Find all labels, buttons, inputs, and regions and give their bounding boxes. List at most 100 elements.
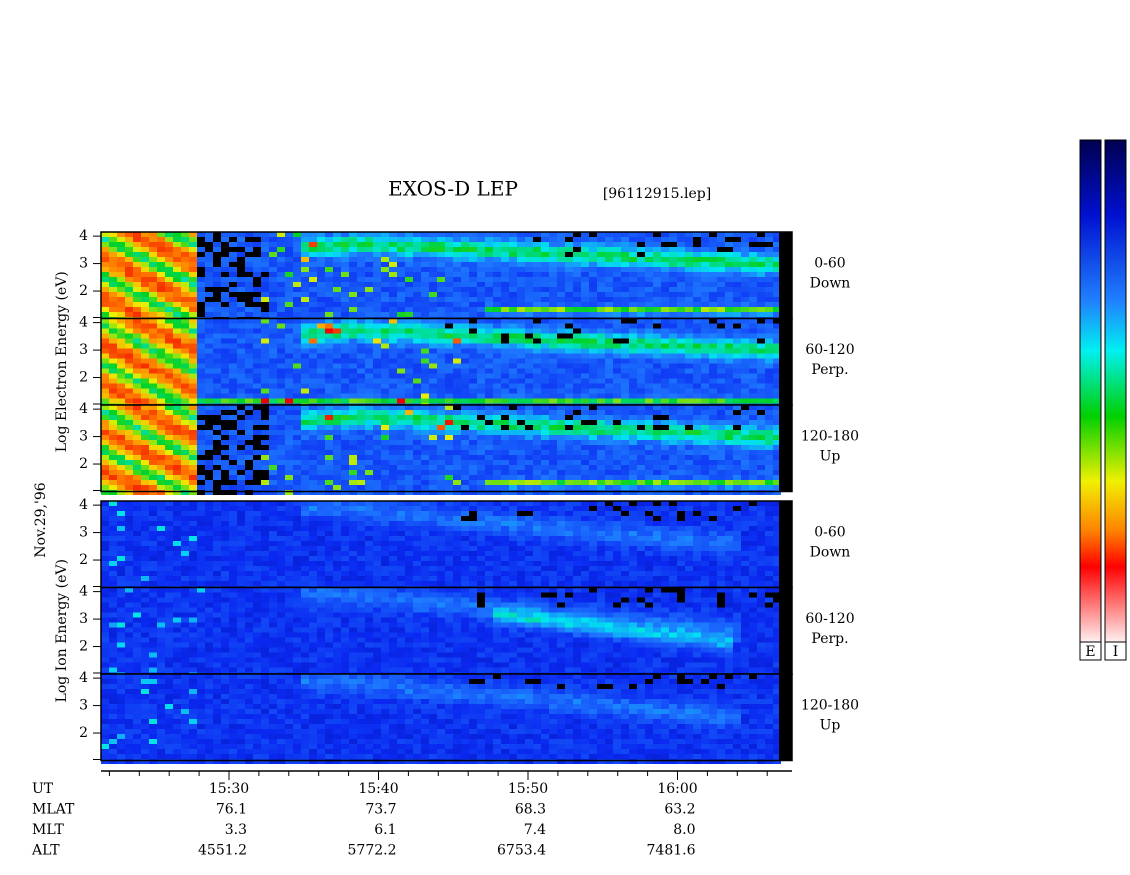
spectrogram-cell	[469, 420, 477, 425]
spectrogram-cell	[549, 445, 557, 450]
spectrogram-cell	[421, 383, 429, 389]
spectrogram-cell	[237, 302, 245, 307]
spectrogram-cell	[469, 405, 477, 410]
spectrogram-cell	[477, 343, 485, 349]
spectrogram-cell	[341, 302, 349, 307]
spectrogram-cell	[125, 541, 133, 546]
spectrogram-cell	[429, 262, 437, 267]
spectrogram-cell	[317, 242, 325, 247]
spectrogram-cell	[181, 307, 189, 312]
spectrogram-cell	[365, 267, 373, 272]
spectrogram-cell	[365, 307, 373, 312]
spectrogram-cell	[189, 237, 197, 242]
spectrogram-cell	[765, 470, 773, 475]
spectrogram-cell	[725, 358, 733, 364]
spectrogram-cell	[309, 338, 317, 344]
spectrogram-cell	[765, 450, 773, 455]
spectrogram-cell	[757, 247, 765, 252]
spectrogram-cell	[373, 232, 381, 237]
spectrogram-cell	[477, 237, 485, 242]
spectrogram-cell	[701, 480, 709, 485]
spectrogram-cell	[205, 307, 213, 312]
spectrogram-cell	[317, 373, 325, 379]
spectrogram-cell	[741, 328, 749, 334]
spectrogram-cell	[389, 455, 397, 460]
spectrogram-cell	[149, 328, 157, 334]
spectrogram-cell	[469, 470, 477, 475]
spectrogram-cell	[333, 312, 341, 317]
spectrogram-cell	[189, 363, 197, 369]
spectrogram-cell	[669, 257, 677, 262]
spectrogram-cell	[469, 445, 477, 450]
spectrogram-cell	[141, 521, 149, 526]
spectrogram-cell	[285, 232, 293, 237]
spectrogram-cell	[229, 343, 237, 349]
spectrogram-cell	[565, 292, 573, 297]
spectrogram-cell	[765, 282, 773, 287]
spectrogram-cell	[229, 506, 237, 511]
spectrogram-cell	[189, 252, 197, 257]
spectrogram-cell	[277, 257, 285, 262]
spectrogram-cell	[701, 440, 709, 445]
spectrogram-cell	[157, 410, 165, 415]
spectrogram-cell	[237, 287, 245, 292]
spectrogram-cell	[685, 348, 693, 354]
spectrogram-cell	[773, 415, 781, 420]
spectrogram-cell	[501, 470, 509, 475]
spectrogram-cell	[413, 470, 421, 475]
spectrogram-cell	[621, 465, 629, 470]
spectrogram-cell	[349, 445, 357, 450]
spectrogram-cell	[741, 292, 749, 297]
spectrogram-cell	[741, 237, 749, 242]
spectrogram-cell	[245, 318, 253, 324]
spectrogram-cell	[261, 378, 269, 384]
spectrogram-cell	[101, 358, 109, 364]
spectrogram-cell	[621, 262, 629, 267]
spectrogram-cell	[429, 480, 437, 485]
spectrogram-cell	[677, 282, 685, 287]
spectrogram-cell	[717, 252, 725, 257]
spectrogram-cell	[317, 440, 325, 445]
spectrogram-cell	[325, 242, 333, 247]
spectrogram-cell	[253, 536, 261, 541]
spectrogram-cell	[229, 536, 237, 541]
spectrogram-cell	[749, 405, 757, 410]
spectrogram-cell	[613, 383, 621, 389]
spectrogram-cell	[341, 440, 349, 445]
spectrogram-cell	[181, 277, 189, 282]
spectrogram-cell	[373, 328, 381, 334]
spectrogram-cell	[237, 485, 245, 490]
spectrogram-cell	[229, 393, 237, 399]
spectrogram-cell	[253, 262, 261, 267]
spectrogram-cell	[701, 405, 709, 410]
spectrogram-cell	[117, 571, 125, 576]
spectrogram-cell	[517, 338, 525, 344]
spectrogram-cell	[333, 328, 341, 334]
spectrogram-cell	[213, 232, 221, 237]
spectrogram-cell	[645, 398, 653, 404]
spectrogram-cell	[293, 237, 301, 242]
spectrogram-cell	[269, 232, 277, 237]
spectrogram-cell	[453, 420, 461, 425]
spectrogram-cell	[581, 485, 589, 490]
spectrogram-cell	[589, 430, 597, 435]
spectrogram-cell	[101, 425, 109, 430]
spectrogram-cell	[573, 328, 581, 334]
spectrogram-cell	[133, 237, 141, 242]
spectrogram-cell	[581, 378, 589, 384]
spectrogram-cell	[133, 566, 141, 571]
spectrogram-cell	[229, 287, 237, 292]
spectrogram-cell	[309, 232, 317, 237]
spectrogram-cell	[157, 353, 165, 359]
spectrogram-cell	[117, 242, 125, 247]
spectrogram-cell	[117, 470, 125, 475]
spectrogram-cell	[461, 475, 469, 480]
spectrogram-cell	[661, 318, 669, 324]
spectrogram-cell	[109, 511, 117, 516]
spectrogram-cell	[525, 450, 533, 455]
spectrogram-cell	[189, 323, 197, 329]
spectrogram-cell	[349, 430, 357, 435]
spectrogram-cell	[477, 475, 485, 480]
spectrogram-cell	[141, 566, 149, 571]
spectrogram-cell	[541, 348, 549, 354]
